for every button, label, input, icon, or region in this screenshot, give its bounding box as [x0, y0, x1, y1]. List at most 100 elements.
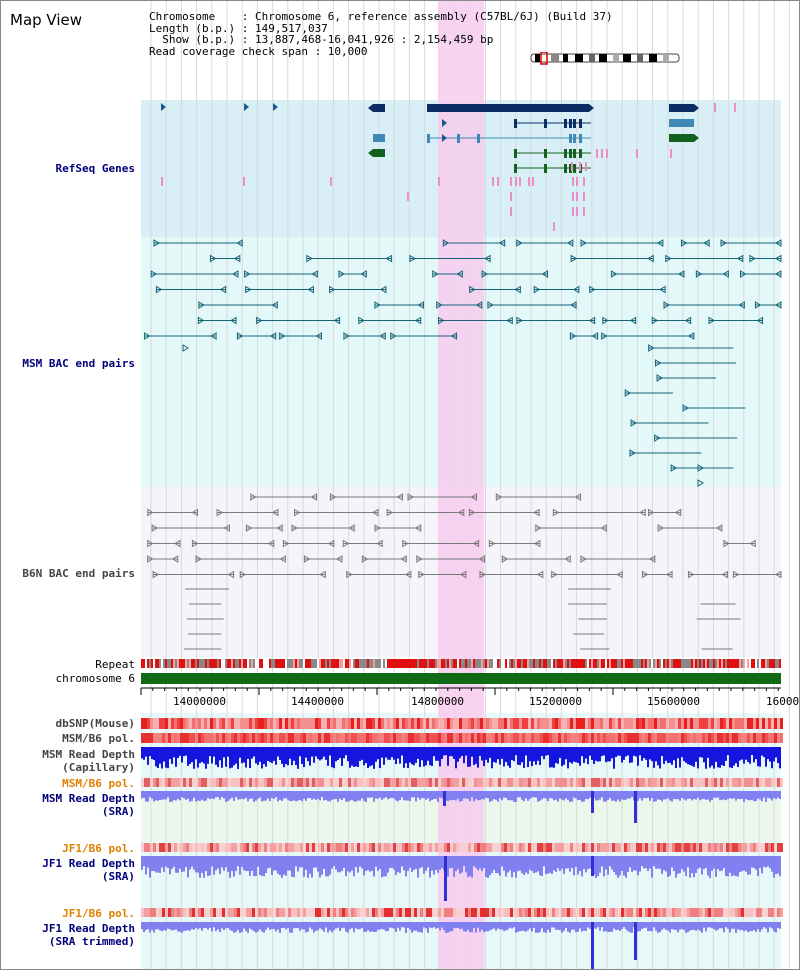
polymorphism-cell: [453, 778, 456, 787]
read-depth-bar: [379, 856, 381, 869]
repeat-segment: [679, 659, 681, 668]
read-depth-bar: [309, 791, 311, 799]
track-label-msm-read-depth-capillary[interactable]: MSM Read Depth: [42, 748, 135, 761]
axis-tick-label: 14000000: [173, 695, 226, 708]
track-label-msm-b6-pol-2[interactable]: MSM/B6 pol.: [62, 777, 135, 790]
track-label-msm-read-depth-sra[interactable]: MSM Read Depth: [42, 792, 135, 805]
gene-feature: [583, 207, 585, 216]
bac-end-marker: [654, 434, 661, 442]
read-depth-bar: [521, 791, 523, 800]
bac-end-marker: [514, 285, 521, 294]
read-depth-bar: [537, 791, 539, 802]
polymorphism-cell: [294, 843, 297, 852]
chromosome-ideogram[interactable]: [529, 52, 684, 66]
gene-feature: [510, 192, 512, 201]
read-depth-bar: [435, 922, 437, 929]
polymorphism-cell: [579, 843, 582, 852]
repeat-segment: [199, 659, 201, 668]
read-depth-bar: [757, 747, 759, 767]
read-depth-bar: [661, 922, 663, 930]
track-label-jf1-b6-pol-2[interactable]: JF1/B6 pol.: [62, 907, 135, 920]
polymorphism-cell: [711, 718, 714, 729]
read-depth-bar: [693, 747, 695, 767]
read-depth-bar: [269, 747, 271, 763]
polymorphism-cell: [729, 733, 732, 743]
repeat-segment: [685, 659, 687, 668]
polymorphism-cell: [762, 718, 765, 729]
read-depth-bar: [655, 791, 657, 802]
read-depth-bar: [585, 922, 587, 932]
bac-end-marker: [541, 270, 549, 278]
read-depth-bar: [715, 856, 717, 877]
polymorphism-cell: [693, 908, 696, 917]
read-depth-bar: [557, 922, 559, 930]
read-depth-bar: [417, 747, 419, 759]
read-depth-bar: [635, 747, 637, 757]
polymorphism-cell: [504, 908, 507, 917]
polymorphism-cell: [546, 778, 549, 787]
track-label-b6n-bac-end-pairs[interactable]: B6N BAC end pairs: [22, 567, 135, 580]
repeat-segment: [721, 659, 723, 668]
read-depth-bar: [173, 747, 175, 758]
track-label-jf1-read-depth-trimmed[interactable]: JF1 Read Depth: [42, 922, 135, 935]
read-depth-bar: [561, 922, 563, 933]
read-depth-bar: [331, 856, 333, 869]
repeat-segment: [241, 659, 243, 668]
read-depth-bar: [489, 791, 491, 802]
polymorphism-cell: [657, 718, 660, 729]
read-depth-bar: [497, 791, 499, 802]
polymorphism-cell: [450, 778, 453, 787]
read-depth-bar: [515, 791, 517, 802]
read-depth-bar: [505, 922, 507, 931]
polymorphism-cell: [585, 778, 588, 787]
read-depth-bar: [523, 856, 525, 875]
read-depth-bar: [431, 856, 433, 871]
repeat-segment: [495, 659, 497, 668]
read-depth-bar: [623, 856, 625, 876]
repeat-segment: [627, 659, 629, 668]
polymorphism-cell: [702, 733, 705, 743]
track-label-msm-bac-end-pairs[interactable]: MSM BAC end pairs: [22, 357, 135, 370]
polymorphism-cell: [582, 843, 585, 852]
polymorphism-cell: [357, 908, 360, 917]
polymorphism-cell: [255, 843, 258, 852]
bac-end-marker: [315, 332, 322, 340]
polymorphism-cell: [381, 908, 384, 917]
read-depth-bar: [247, 856, 249, 872]
bac-end-marker: [417, 301, 424, 309]
read-depth-bar: [315, 856, 317, 868]
read-depth-bar: [411, 747, 413, 765]
track-label-msm-b6-pol-1[interactable]: MSM/B6 pol.: [62, 732, 135, 745]
polymorphism-cell: [270, 778, 273, 787]
read-depth-bar: [541, 747, 543, 757]
read-depth-bar: [543, 747, 545, 760]
read-depth-bar: [301, 747, 303, 764]
read-depth-bar: [163, 791, 165, 800]
read-depth-bar: [759, 747, 761, 767]
track-label-jf1-read-depth-sra[interactable]: JF1 Read Depth: [42, 857, 135, 870]
polymorphism-cell: [573, 908, 576, 917]
polymorphism-cell: [516, 908, 519, 917]
gene-feature: [519, 177, 521, 186]
read-depth-bar: [395, 856, 397, 876]
repeat-segment: [279, 659, 281, 668]
polymorphism-cell: [660, 733, 663, 743]
polymorphism-cell: [159, 778, 162, 787]
track-label-jf1-b6-pol-1[interactable]: JF1/B6 pol.: [62, 842, 135, 855]
bac-end-marker: [756, 316, 764, 325]
polymorphism-cell: [555, 733, 558, 743]
gene-exon: [514, 149, 517, 158]
read-depth-bar: [475, 922, 477, 933]
bac-end-marker: [684, 316, 692, 325]
track-label-refseq-genes[interactable]: RefSeq Genes: [55, 162, 135, 175]
track-label-dbsnp[interactable]: dbSNP(Mouse): [55, 717, 135, 730]
read-depth-bar: [239, 791, 241, 800]
polymorphism-cell: [393, 908, 396, 917]
read-depth-bar: [343, 791, 345, 798]
repeat-segment: [657, 659, 659, 668]
polymorphism-cell: [615, 718, 618, 729]
repeat-segment: [219, 659, 221, 668]
polymorphism-cell: [438, 908, 441, 917]
read-depth-bar: [263, 922, 265, 933]
read-depth-bar: [659, 791, 661, 800]
